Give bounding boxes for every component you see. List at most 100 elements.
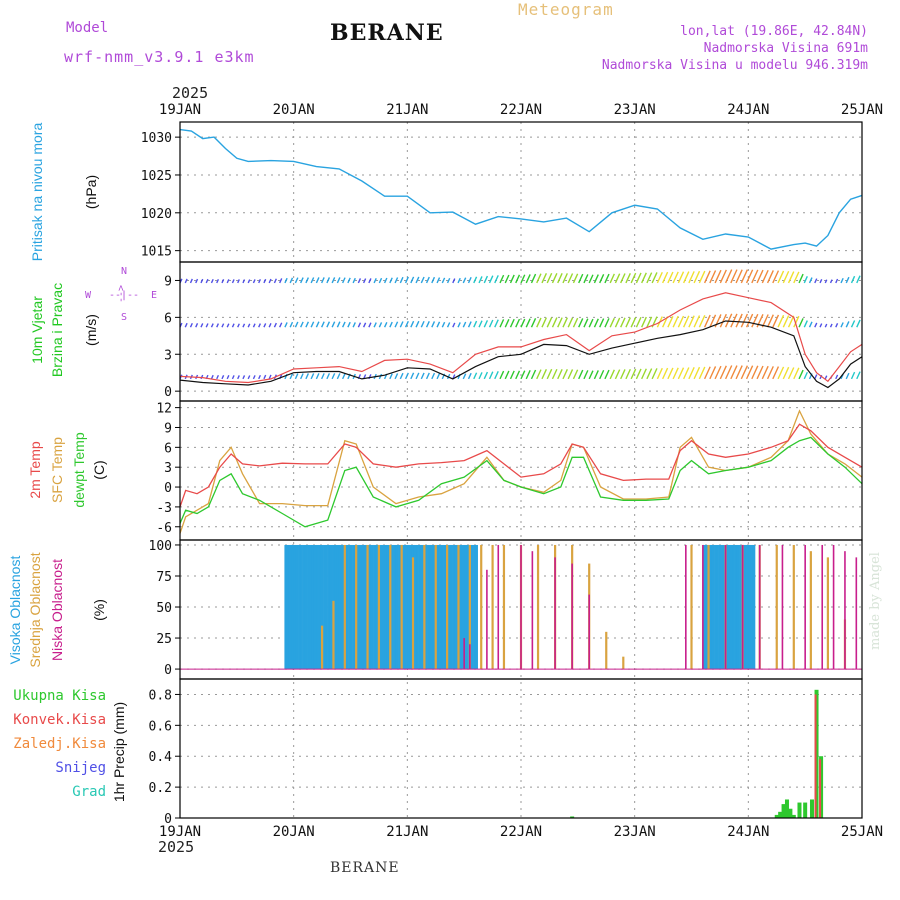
x-day-label-bottom: 24JAN (727, 824, 769, 840)
wind-barb (494, 319, 499, 328)
wind-barb (662, 367, 669, 380)
wind-barb (787, 367, 795, 380)
wind-barb (336, 373, 341, 380)
wind-barb (793, 271, 800, 284)
mid-cloud-bar (809, 551, 812, 670)
wind-barb (509, 370, 515, 380)
wind-barb (483, 275, 489, 284)
high-cloud-bar (729, 544, 733, 670)
wind-barb (625, 368, 631, 380)
high-cloud-bar (436, 544, 440, 670)
wind-barb (682, 271, 690, 284)
wind-barb (672, 315, 679, 328)
high-cloud-bar (311, 544, 315, 670)
convective-rain-bar (819, 759, 822, 818)
high-cloud-bar (441, 544, 444, 670)
y-tick-label: 50 (156, 601, 172, 616)
high-cloud-bar (459, 544, 463, 670)
low-cloud-bar (832, 544, 835, 670)
high-cloud-bar (398, 544, 401, 670)
high-cloud-bar (464, 544, 467, 670)
wind-barb (641, 272, 647, 284)
wind-barb (562, 317, 568, 328)
wind-barb (761, 365, 769, 380)
y-tick-label: 1015 (141, 245, 172, 260)
wind-barb (551, 368, 558, 380)
wind-barb (756, 269, 764, 284)
low-cloud-bar (781, 544, 784, 670)
wind-barb (336, 277, 341, 284)
precip-legend-item: Ukupna Kisa (13, 688, 106, 704)
wind-barb (714, 365, 722, 380)
wind-barb (740, 313, 749, 328)
wind-barb (221, 323, 225, 328)
wind-barb (745, 365, 754, 380)
wind-barb (347, 277, 351, 284)
wind-barb (300, 321, 304, 328)
mid-cloud-bar (423, 544, 426, 670)
wind-barb (787, 315, 795, 328)
wind-barb (242, 279, 246, 284)
high-cloud-bar (734, 544, 738, 670)
wind-barb (368, 278, 372, 284)
precip-legend-item: Konvek.Kisa (13, 712, 106, 728)
wind-barb (399, 372, 404, 380)
high-cloud-bar (382, 544, 385, 670)
x-day-label-top: 22JAN (500, 102, 542, 118)
wind-barb (682, 315, 690, 328)
wind-barb (252, 279, 256, 284)
wind-barb (557, 273, 563, 284)
wind-barb (410, 276, 415, 284)
wind-barb (321, 277, 325, 284)
precip-legend-item: Snijeg (55, 760, 106, 776)
high-cloud-bar (443, 544, 447, 670)
mid-cloud-bar (775, 544, 778, 670)
wind-barb (310, 277, 315, 284)
wind-barb (730, 269, 738, 284)
wind-barb (551, 317, 558, 328)
high-cloud-bar (745, 544, 749, 670)
y-tick-label: 0.4 (149, 750, 173, 765)
wind-barb (651, 368, 658, 380)
wind-barb (216, 374, 220, 380)
mid-cloud-bar (502, 544, 506, 670)
pressure-line (179, 128, 863, 250)
high-cloud-bar (286, 544, 290, 670)
total-rain-bar (781, 804, 786, 818)
page-title: BERANE (330, 20, 444, 46)
wind-barb (305, 373, 310, 380)
dewpt-temp-line (179, 436, 863, 528)
wind-barb (672, 271, 679, 284)
wind-barb (793, 367, 800, 380)
wind-barb (357, 322, 362, 328)
wind-barb (252, 323, 256, 328)
wind-barb (404, 320, 409, 328)
wind-barb (221, 279, 225, 284)
wind-barb (258, 374, 261, 380)
wind-barb (315, 373, 320, 380)
wind-barb (383, 277, 388, 284)
wind-barb (724, 313, 733, 328)
wind-barb (735, 365, 743, 380)
y-tick-label: 0.8 (149, 688, 172, 703)
wind-barb (478, 276, 483, 284)
wind-barb (599, 369, 605, 380)
total-rain-bar (788, 808, 793, 818)
wind-barb (835, 322, 839, 328)
year-top: 2025 (172, 84, 209, 102)
mid-cloud-bar (480, 544, 483, 670)
mid-cloud-bar (400, 544, 403, 670)
wind-barb (677, 271, 685, 284)
low-cloud-bar (844, 551, 846, 670)
high-cloud-bar (743, 544, 747, 670)
wind-barb (840, 322, 844, 328)
wind-barb (703, 270, 711, 284)
high-cloud-bar (361, 544, 365, 670)
total-rain-bar (570, 816, 575, 818)
wind-barb (237, 375, 240, 380)
cloud-low-label: Niska Oblacnost (49, 559, 65, 661)
y-tick-label: 3 (164, 461, 172, 476)
wind-barb (693, 270, 701, 284)
wind-barb (378, 277, 383, 284)
wind-barb (735, 269, 743, 284)
